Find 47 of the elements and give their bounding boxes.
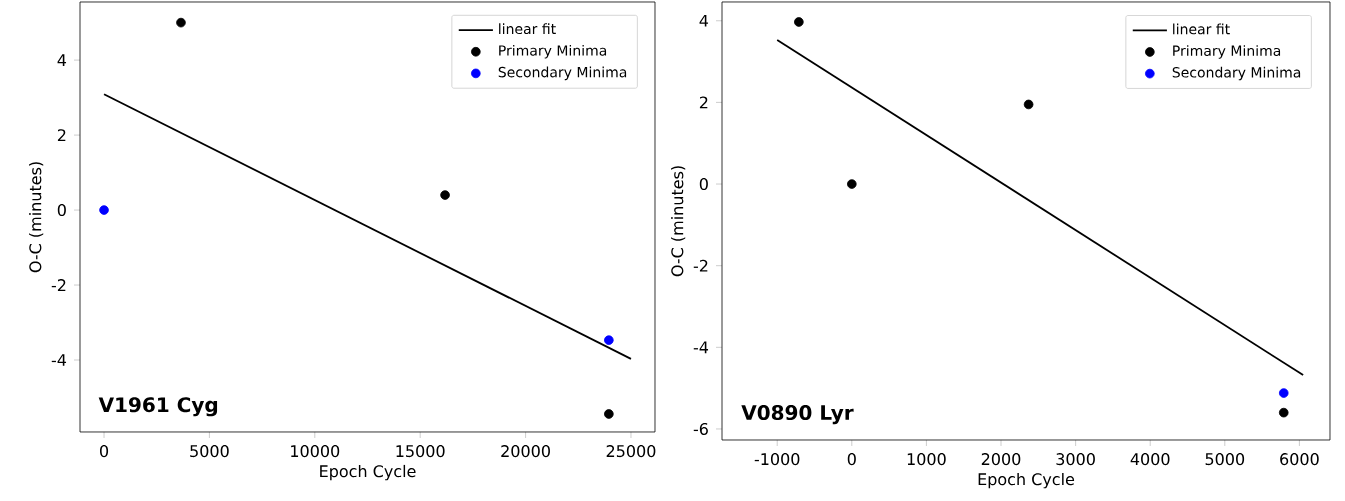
y-tick-label: 2 <box>699 96 708 109</box>
point <box>176 17 186 28</box>
annotation: V1961 Cyg <box>98 397 218 417</box>
legend-label: Secondary Minima <box>498 66 627 81</box>
y-tick-label: 4 <box>57 54 67 66</box>
x-tick-label: 15000 <box>396 445 445 458</box>
x-tick-label: 5000 <box>1205 453 1245 466</box>
y-tick-label: -2 <box>51 279 66 291</box>
y-tick-label: 4 <box>699 14 709 27</box>
x-tick-label: 1000 <box>907 453 946 466</box>
y-tick-label: -4 <box>693 341 709 354</box>
legend-label: linear fit <box>499 23 556 35</box>
point <box>604 409 614 419</box>
legend-label: Primary Minima <box>499 44 607 59</box>
y-tick-label: 0 <box>57 204 66 217</box>
point <box>794 17 804 27</box>
point <box>1278 407 1289 418</box>
point <box>440 190 450 200</box>
x-tick-label: 4000 <box>1130 453 1170 466</box>
x-tick-label: 5000 <box>190 445 229 458</box>
point <box>604 335 614 345</box>
legend-label: Secondary Minima <box>1172 66 1301 81</box>
x-tick-label: 2000 <box>981 453 1021 466</box>
x-tick-label: 10000 <box>291 445 340 458</box>
y-tick-label: 0 <box>699 177 708 191</box>
point <box>1023 99 1034 110</box>
x-tick-label: 3000 <box>1056 453 1095 466</box>
x-tick-label: -1000 <box>754 453 800 466</box>
point <box>1278 388 1289 398</box>
x-tick-label: 6000 <box>1280 453 1319 466</box>
legend-label: Primary Minima <box>1173 45 1281 59</box>
legend-label: linear fit <box>1173 23 1230 35</box>
y-axis-title: O-C (minutes) <box>671 166 686 277</box>
y-tick-label: -4 <box>51 354 67 366</box>
x-tick-label: 0 <box>847 453 856 466</box>
point <box>847 179 857 189</box>
x-axis-title: Epoch Cycle <box>978 472 1075 489</box>
y-tick-label: 2 <box>57 129 66 142</box>
y-tick-label: -6 <box>693 422 708 436</box>
x-tick-label: 25000 <box>606 445 656 458</box>
y-axis-title: O-C (minutes) <box>29 162 44 273</box>
x-tick-label: 0 <box>100 445 109 458</box>
y-tick-label: -2 <box>693 259 708 272</box>
point <box>99 205 109 215</box>
x-axis-title: Epoch Cycle <box>320 464 416 481</box>
x-tick-label: 20000 <box>501 445 550 458</box>
annotation: V0890 Lyr <box>741 404 854 425</box>
